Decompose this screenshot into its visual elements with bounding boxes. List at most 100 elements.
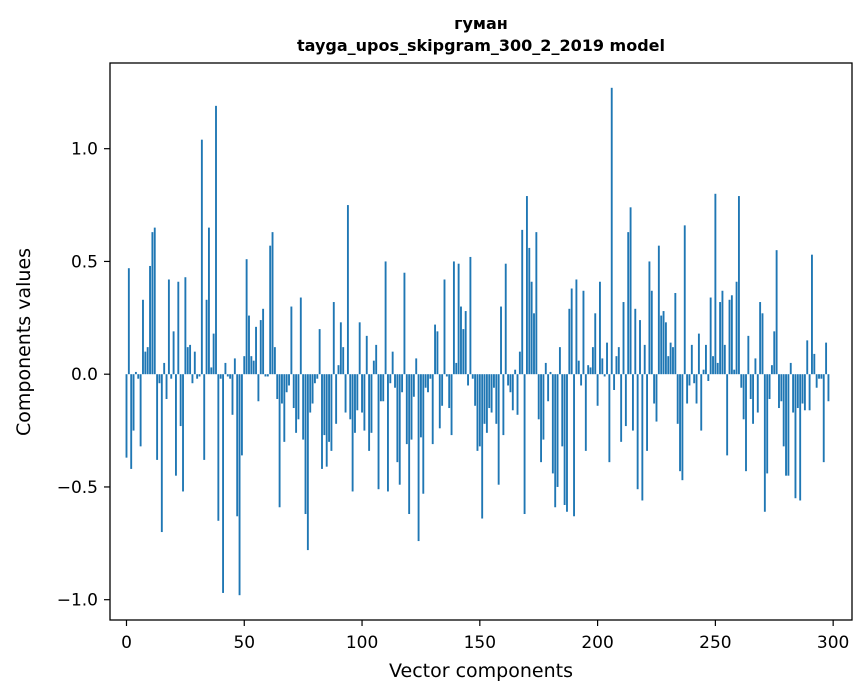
bar-259 (735, 281, 738, 375)
bar-160 (502, 374, 505, 436)
bar-139 (452, 261, 455, 375)
bar-144 (464, 311, 467, 375)
bar-290 (808, 374, 811, 411)
bar-107 (377, 374, 380, 490)
bar-194 (582, 290, 585, 375)
bar-208 (615, 356, 618, 375)
bar-207 (613, 374, 616, 390)
bar-268 (756, 374, 759, 413)
bar-238 (686, 374, 689, 404)
bar-166 (516, 374, 519, 415)
bar-174 (535, 232, 538, 375)
bar-285 (796, 374, 799, 409)
bar-22 (177, 281, 180, 375)
bar-85 (325, 374, 328, 467)
y-tick-label: −1.0 (57, 591, 98, 611)
bar-198 (591, 347, 594, 375)
bar-103 (368, 374, 371, 451)
bar-255 (726, 374, 729, 456)
bar-267 (754, 358, 757, 375)
bar-119 (405, 374, 408, 445)
bar-35 (207, 227, 210, 375)
bar-199 (594, 313, 597, 375)
bar-118 (403, 272, 406, 375)
bar-127 (424, 374, 427, 388)
bar-276 (775, 250, 778, 375)
bar-167 (518, 351, 521, 375)
bar-6 (139, 374, 142, 447)
bar-293 (815, 374, 818, 388)
bar-7 (142, 299, 144, 375)
bar-148 (474, 374, 477, 406)
bar-262 (742, 374, 745, 420)
bar-246 (705, 344, 707, 375)
x-tick-label: 300 (817, 633, 849, 653)
bar-84 (323, 374, 326, 436)
bar-75 (302, 374, 305, 440)
bar-32 (200, 139, 203, 375)
bar-108 (379, 374, 382, 402)
bar-21 (175, 374, 177, 476)
y-tick-label: 0.5 (71, 252, 98, 272)
bar-72 (295, 374, 298, 433)
bar-3 (132, 374, 135, 431)
bar-260 (737, 196, 740, 375)
bar-224 (653, 374, 656, 404)
bar-197 (589, 367, 592, 375)
bar-20 (172, 331, 175, 375)
bar-230 (667, 356, 670, 375)
bar-149 (476, 374, 479, 451)
bar-185 (561, 374, 564, 447)
bar-59 (264, 374, 267, 377)
bar-182 (554, 374, 557, 508)
bar-277 (778, 374, 780, 409)
bar-136 (445, 374, 448, 377)
bar-222 (648, 261, 651, 375)
bar-243 (697, 333, 700, 375)
bar-227 (660, 315, 663, 375)
bar-217 (636, 374, 639, 490)
bar-37 (212, 333, 215, 375)
bar-251 (716, 362, 719, 375)
bar-12 (153, 227, 156, 375)
plot-frame (109, 62, 853, 621)
bar-138 (450, 374, 453, 436)
bar-77 (306, 374, 309, 551)
bar-25 (184, 277, 187, 375)
bar-45 (231, 374, 234, 415)
bar-44 (229, 374, 232, 379)
bar-261 (740, 374, 743, 388)
bar-95 (349, 374, 352, 420)
bar-250 (714, 193, 717, 375)
bar-288 (803, 374, 806, 411)
bar-17 (165, 374, 168, 400)
bar-71 (292, 374, 295, 409)
bar-186 (563, 374, 566, 505)
bar-73 (297, 374, 300, 420)
bar-245 (702, 369, 705, 375)
bars-group (125, 87, 830, 596)
bar-113 (391, 351, 394, 375)
bar-78 (309, 374, 312, 413)
bar-27 (189, 344, 192, 375)
bar-220 (643, 344, 646, 375)
bar-65 (278, 374, 281, 508)
bar-68 (285, 374, 288, 393)
bar-244 (700, 374, 703, 431)
bar-111 (387, 374, 389, 492)
bar-69 (288, 374, 290, 386)
bar-236 (681, 374, 684, 481)
bar-57 (259, 320, 262, 375)
x-tick-label: 0 (121, 633, 132, 653)
bar-239 (688, 374, 691, 386)
bar-15 (160, 374, 163, 533)
chart-subtitle: tayga_upos_skipgram_300_2_2019 model (297, 36, 665, 55)
bar-96 (351, 374, 354, 492)
bar-168 (521, 229, 524, 375)
ticks-group: 0 50 100 150 200 250 300 −1.0 −0.5 0.0 0.5 1.0 (57, 140, 850, 653)
bar-190 (573, 374, 575, 517)
bar-31 (198, 374, 201, 377)
bar-66 (281, 374, 283, 404)
bar-291 (811, 254, 813, 375)
